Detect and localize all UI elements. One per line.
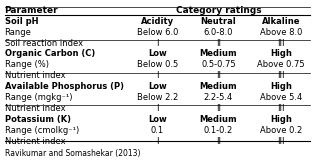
Text: I: I xyxy=(156,104,159,113)
Text: Above 0.2: Above 0.2 xyxy=(260,126,302,135)
Text: 0.1: 0.1 xyxy=(151,126,164,135)
Text: II: II xyxy=(216,39,221,48)
Text: Organic Carbon (C): Organic Carbon (C) xyxy=(4,49,95,58)
Text: Above 8.0: Above 8.0 xyxy=(260,28,302,37)
Text: II: II xyxy=(216,136,221,146)
Text: High: High xyxy=(270,82,292,91)
Text: Range: Range xyxy=(4,28,32,37)
Text: I: I xyxy=(156,71,159,80)
Text: 2.2-5.4: 2.2-5.4 xyxy=(204,93,233,102)
Text: Below 2.2: Below 2.2 xyxy=(137,93,178,102)
Text: Potassium (K): Potassium (K) xyxy=(4,115,71,124)
Text: 0.1-0.2: 0.1-0.2 xyxy=(204,126,233,135)
Text: Medium: Medium xyxy=(200,49,237,58)
Text: III: III xyxy=(277,39,284,48)
Text: Soil pH: Soil pH xyxy=(4,17,38,26)
Text: 6.0-8.0: 6.0-8.0 xyxy=(203,28,233,37)
Text: I: I xyxy=(156,39,159,48)
Text: II: II xyxy=(216,104,221,113)
Text: III: III xyxy=(277,104,284,113)
Text: Soil reaction index: Soil reaction index xyxy=(4,39,83,48)
Text: Nutrient index: Nutrient index xyxy=(4,71,65,80)
Text: II: II xyxy=(216,71,221,80)
Text: Low: Low xyxy=(148,82,167,91)
Text: 0.5-0.75: 0.5-0.75 xyxy=(201,60,236,69)
Text: Acidity: Acidity xyxy=(141,17,174,26)
Text: Parameter: Parameter xyxy=(4,6,58,15)
Text: Above 5.4: Above 5.4 xyxy=(260,93,302,102)
Text: III: III xyxy=(277,71,284,80)
Text: I: I xyxy=(156,136,159,146)
Text: Below 0.5: Below 0.5 xyxy=(137,60,178,69)
Text: Neutral: Neutral xyxy=(201,17,236,26)
Text: Range (mgkg⁻¹): Range (mgkg⁻¹) xyxy=(4,93,72,102)
Text: Below 6.0: Below 6.0 xyxy=(137,28,178,37)
Text: Ravikumar and Somashekar (2013): Ravikumar and Somashekar (2013) xyxy=(4,149,140,158)
Text: Range (%): Range (%) xyxy=(4,60,49,69)
Text: Available Phosphorus (P): Available Phosphorus (P) xyxy=(4,82,123,91)
Text: Low: Low xyxy=(148,115,167,124)
Text: Low: Low xyxy=(148,49,167,58)
Text: Above 0.75: Above 0.75 xyxy=(257,60,305,69)
Text: Nutrient index: Nutrient index xyxy=(4,104,65,113)
Text: Medium: Medium xyxy=(200,115,237,124)
Text: High: High xyxy=(270,115,292,124)
Text: Medium: Medium xyxy=(200,82,237,91)
Text: Range (cmolkg⁻¹): Range (cmolkg⁻¹) xyxy=(4,126,79,135)
Text: High: High xyxy=(270,49,292,58)
Text: Alkaline: Alkaline xyxy=(261,17,300,26)
Text: Category ratings: Category ratings xyxy=(176,6,262,15)
Text: Nutrient index: Nutrient index xyxy=(4,136,65,146)
Text: III: III xyxy=(277,136,284,146)
